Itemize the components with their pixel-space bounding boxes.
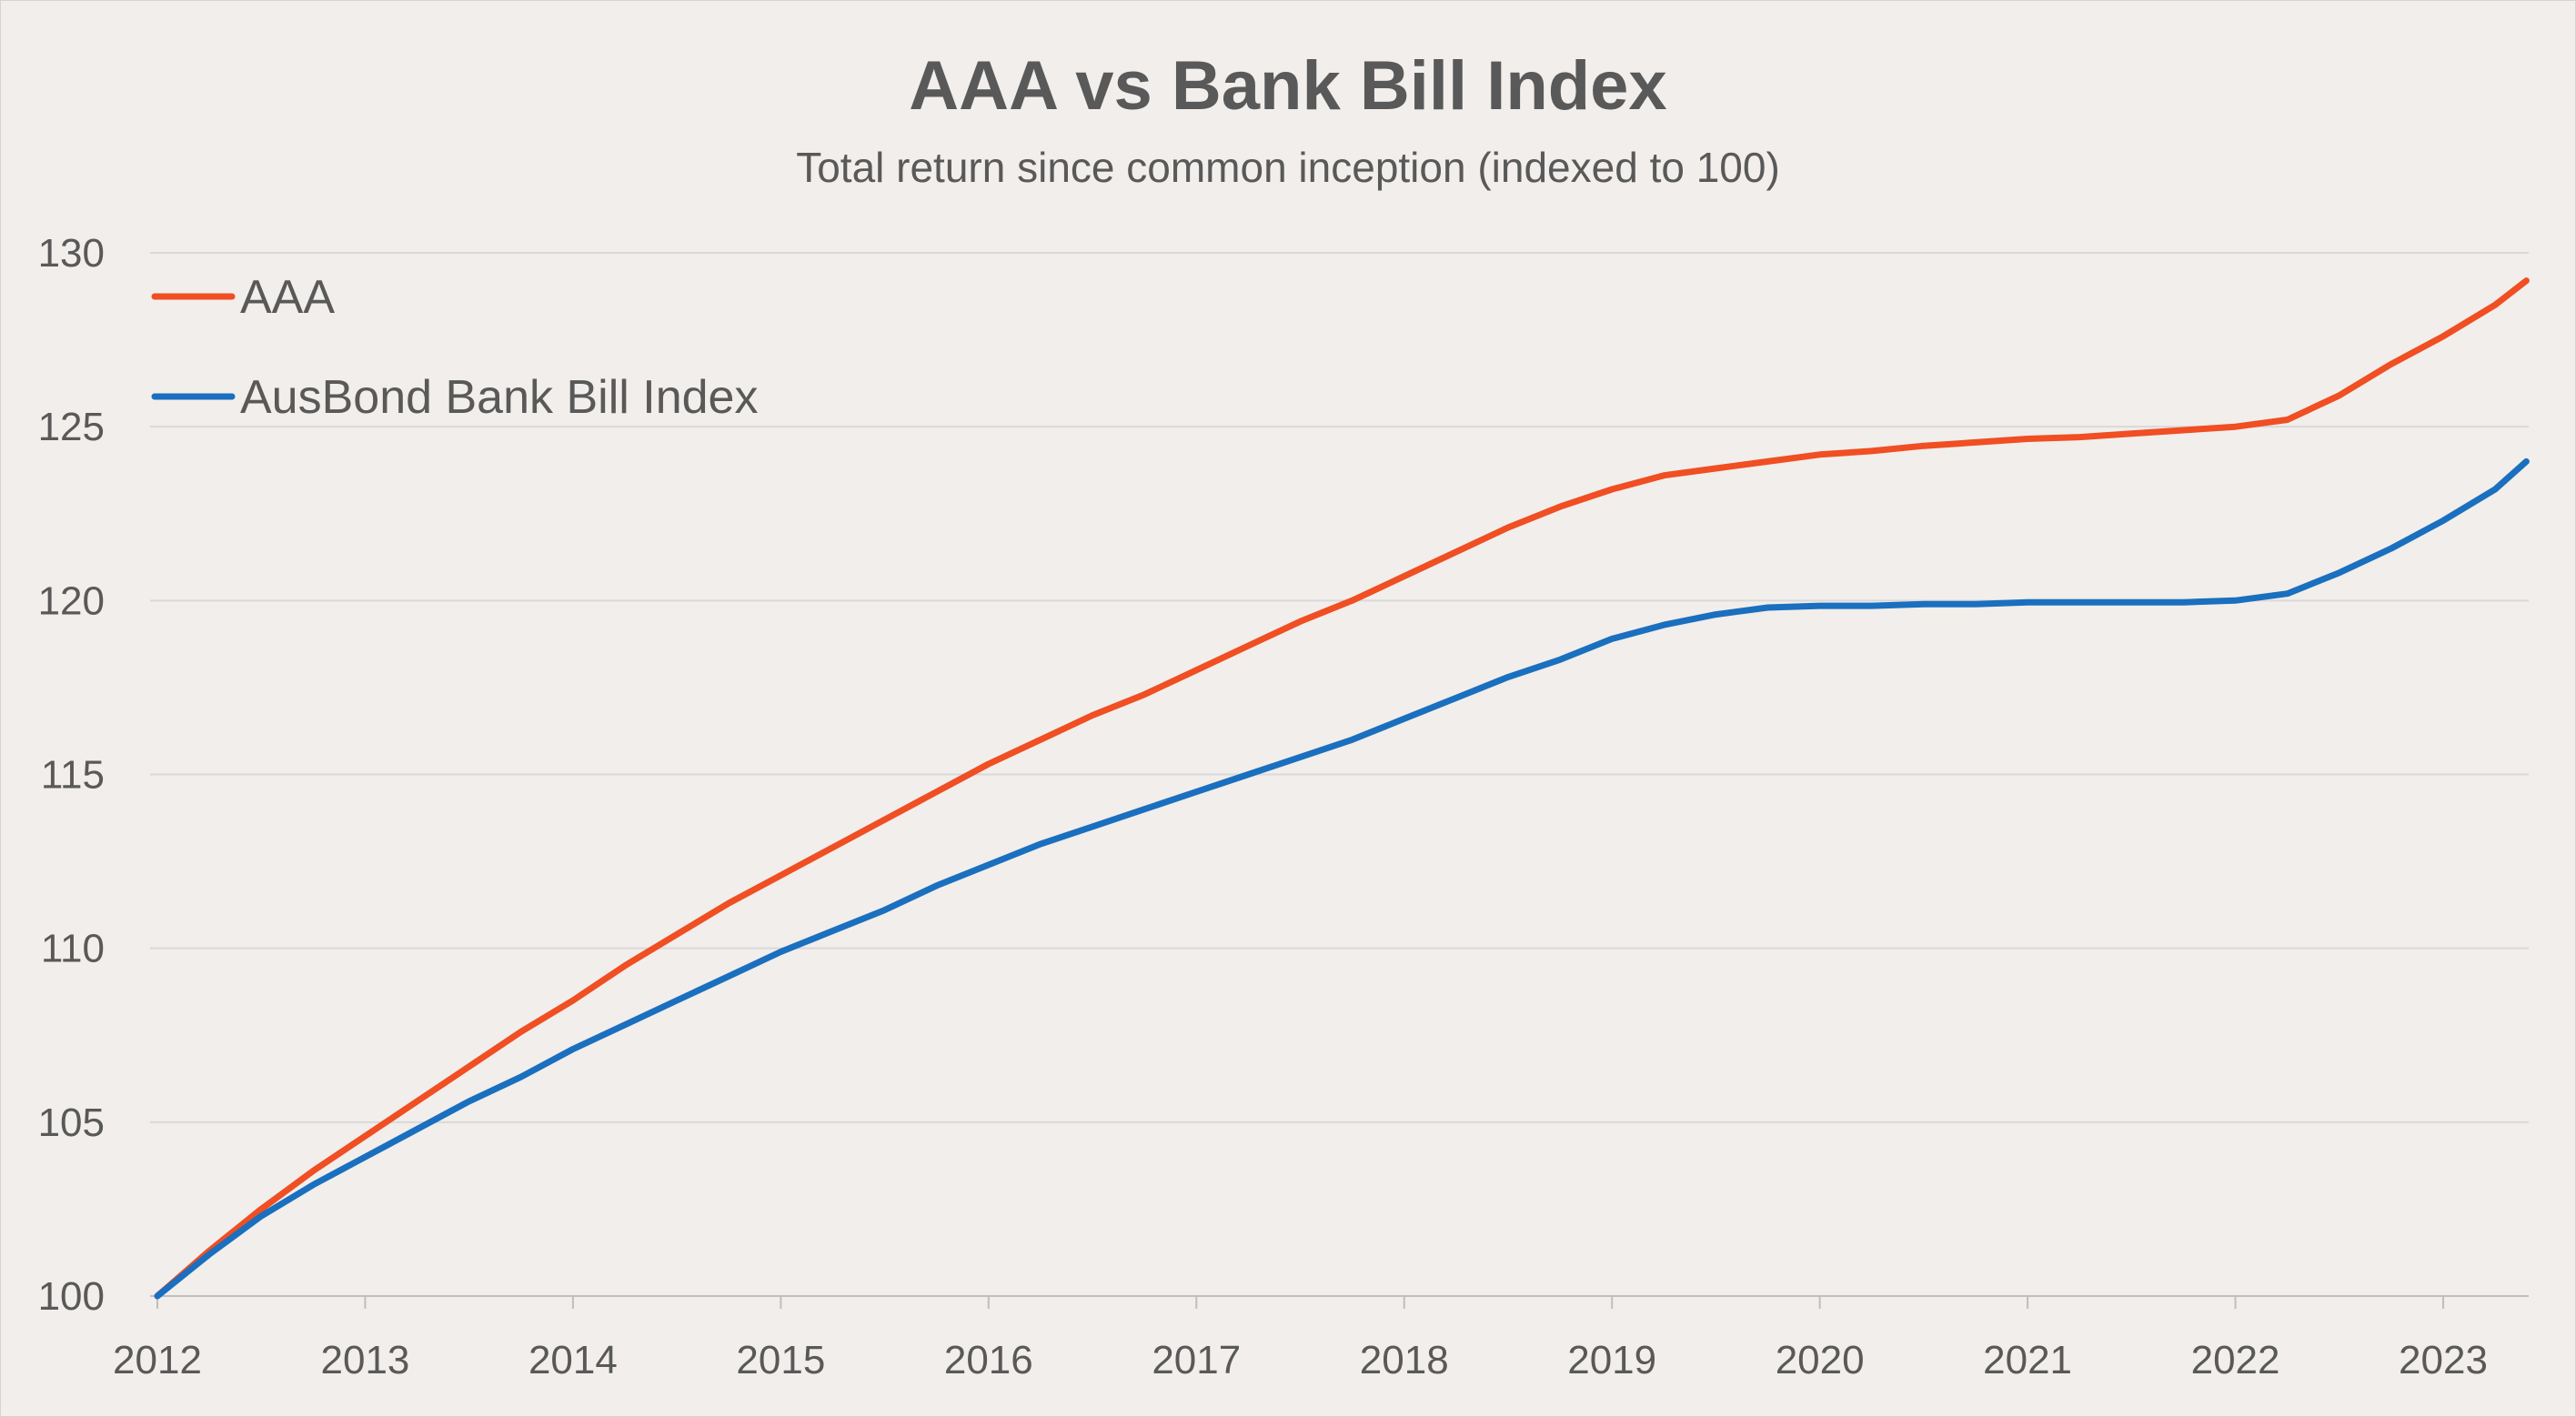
y-axis-ticks: 100 105 110 115 120 125 130 — [38, 231, 105, 1319]
x-tick-label: 2013 — [321, 1338, 410, 1382]
legend: AAA AusBond Bank Bill Index — [151, 271, 758, 424]
series-line-1 — [154, 457, 2530, 1300]
x-axis-ticks: 2012 2013 2014 2015 2016 2017 2018 2019 2020 2021… — [113, 1296, 2488, 1382]
x-tick-label: 2023 — [2399, 1338, 2488, 1382]
x-tick-label: 2015 — [736, 1338, 825, 1382]
y-tick-label: 100 — [38, 1274, 105, 1319]
x-tick-label: 2019 — [1567, 1338, 1656, 1382]
y-tick-label: 120 — [38, 578, 105, 623]
y-tick-label: 105 — [38, 1100, 105, 1145]
series-lines — [154, 277, 2530, 1300]
x-tick-label: 2014 — [528, 1338, 618, 1382]
gridlines — [150, 252, 2529, 1297]
x-tick-label: 2017 — [1152, 1338, 1241, 1382]
y-tick-label: 130 — [38, 231, 105, 276]
x-tick-label: 2022 — [2191, 1338, 2280, 1382]
y-tick-label: 115 — [41, 753, 105, 798]
x-tick-label: 2021 — [1983, 1338, 2072, 1382]
x-tick-label: 2020 — [1776, 1338, 1865, 1382]
x-tick-label: 2018 — [1360, 1338, 1449, 1382]
legend-label: AAA — [240, 271, 335, 324]
x-tick-label: 2012 — [113, 1338, 202, 1382]
series-line-0 — [154, 277, 2530, 1300]
y-tick-label: 125 — [38, 405, 105, 449]
legend-label: AusBond Bank Bill Index — [240, 371, 758, 424]
x-tick-label: 2016 — [944, 1338, 1033, 1382]
chart-subtitle: Total return since common inception (ind… — [796, 144, 1780, 191]
y-tick-label: 110 — [41, 927, 105, 971]
chart-title: AAA vs Bank Bill Index — [909, 47, 1666, 125]
